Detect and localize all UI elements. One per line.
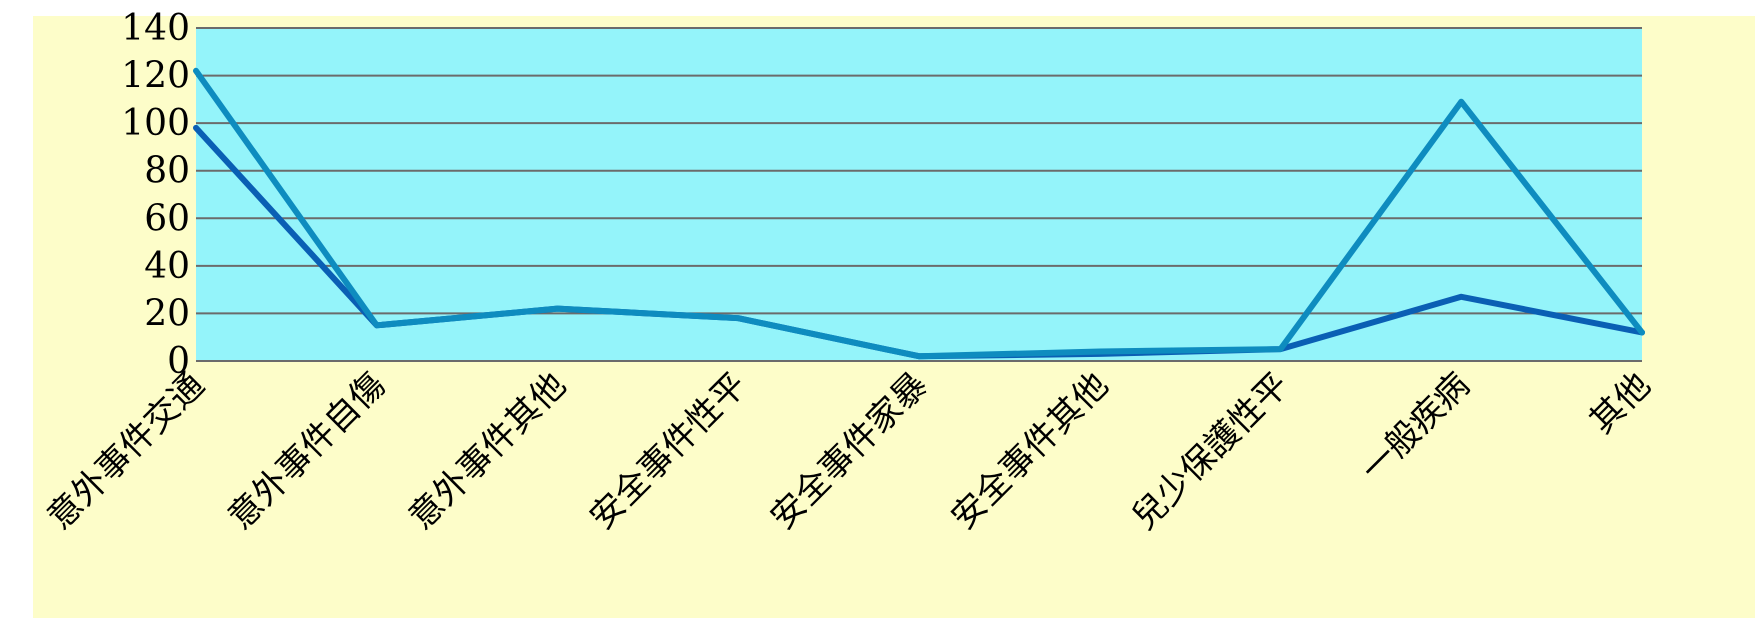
data-point [735, 315, 741, 321]
data-point [1458, 99, 1464, 105]
plot-area [196, 28, 1642, 361]
y-tick-label: 60 [144, 198, 190, 239]
data-point [374, 322, 380, 328]
y-tick-label: 120 [121, 56, 190, 97]
y-axis-tick-labels: 0 20 40 60 80 100 120 140 [121, 8, 190, 382]
y-tick-label: 100 [121, 103, 190, 144]
y-tick-label: 140 [121, 8, 190, 49]
gridlines [196, 27, 1642, 362]
data-point [555, 306, 560, 312]
y-tick-label: 20 [144, 293, 190, 334]
data-point [1639, 329, 1645, 335]
data-point [1278, 346, 1283, 352]
series-lines [193, 67, 1645, 360]
data-point [1458, 294, 1464, 300]
data-point [916, 353, 922, 359]
y-tick-label: 0 [167, 341, 190, 382]
data-point [193, 125, 199, 131]
y-tick-label: 40 [144, 246, 190, 287]
y-tick-label: 80 [144, 151, 190, 192]
data-point [1097, 348, 1103, 354]
data-point [193, 68, 199, 74]
